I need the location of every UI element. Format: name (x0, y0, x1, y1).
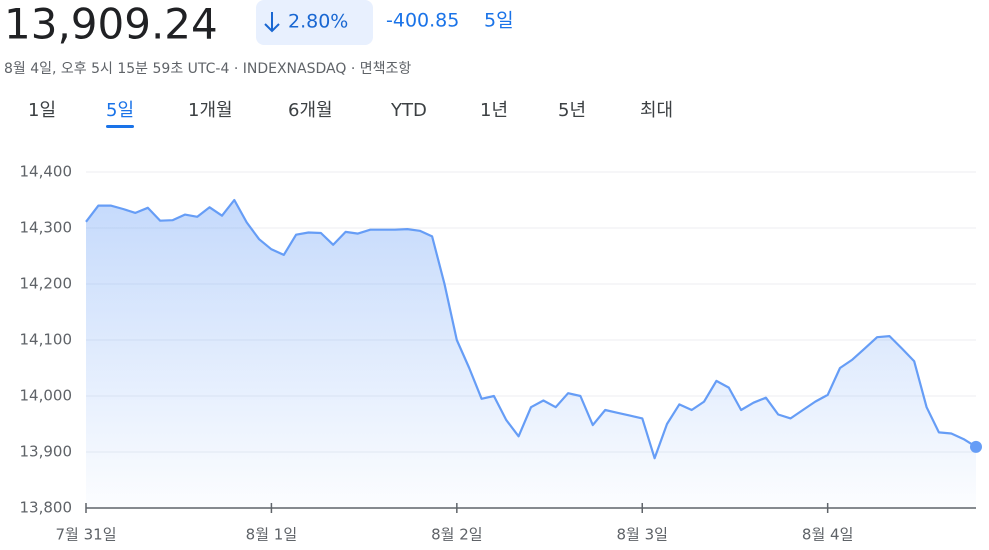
subtitle: 8월 4일, 오후 5시 15분 59초 UTC-4 · INDEXNASDAQ… (4, 61, 411, 77)
change-period: 5일 (484, 10, 514, 32)
x-tick-label: 8월 3일 (617, 526, 668, 544)
area-fill (86, 200, 976, 508)
tab[interactable]: 최대 (640, 100, 673, 121)
y-tick-label: 14,300 (20, 219, 73, 237)
change-percent: 2.80% (288, 11, 348, 33)
tab[interactable]: 5일 (106, 100, 134, 121)
y-tick-label: 14,000 (20, 387, 73, 405)
tab[interactable]: 6개월 (288, 100, 333, 121)
x-tick-label: 8월 2일 (431, 526, 482, 544)
tab[interactable]: 5년 (558, 100, 586, 121)
plot: 13,800 13,900 14,000 14,100 14,200 14,300 14,4… (20, 163, 982, 544)
x-tick-label: 8월 4일 (802, 526, 853, 544)
y-tick-label: 14,100 (20, 331, 73, 349)
x-tick-label: 7월 31일 (56, 526, 117, 544)
tab[interactable]: YTD (390, 100, 427, 121)
change-abs: -400.85 (386, 10, 459, 32)
last-point (970, 440, 982, 453)
tabs: 1일 5일 1개월 6개월 YTD 1년 5년 최대 (28, 100, 673, 128)
price: 13,909.24 (4, 0, 218, 49)
y-tick-label: 13,800 (20, 499, 73, 517)
x-tick-label: 8월 1일 (246, 526, 297, 544)
change-badge (256, 0, 373, 45)
tab[interactable]: 1년 (480, 100, 508, 121)
y-tick-label: 14,400 (20, 163, 73, 181)
y-tick-label: 13,900 (20, 443, 73, 461)
tab-underline (106, 125, 135, 128)
y-tick-label: 14,200 (20, 275, 73, 293)
price-line (85, 198, 977, 460)
tab[interactable]: 1일 (28, 100, 56, 121)
tab[interactable]: 1개월 (188, 100, 233, 121)
down-arrow (264, 12, 280, 33)
